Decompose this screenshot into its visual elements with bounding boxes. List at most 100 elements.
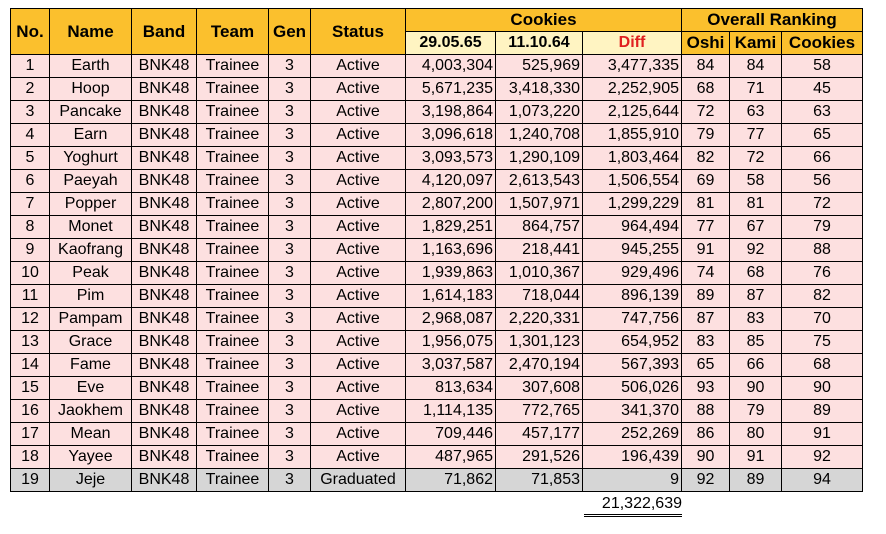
cell-team: Trainee <box>196 54 269 78</box>
cell-gen: 3 <box>268 192 311 216</box>
cell-name: Mean <box>49 422 132 446</box>
table-row: 12 Pampam BNK48 Trainee 3 Active 2,968,087 2,22… <box>10 307 863 331</box>
cell-rank-cookies: 82 <box>781 284 863 308</box>
header-no: No. <box>10 8 50 55</box>
cell-cookies-diff: 896,139 <box>582 284 682 308</box>
cell-cookies-date1: 3,198,864 <box>405 100 496 124</box>
cell-rank-cookies: 56 <box>781 169 863 193</box>
cell-cookies-date1: 813,634 <box>405 376 496 400</box>
cell-rank-oshi: 87 <box>681 307 730 331</box>
cell-cookies-diff: 567,393 <box>582 353 682 377</box>
cell-band: BNK48 <box>131 284 197 308</box>
cell-name: Pim <box>49 284 132 308</box>
cell-name: Monet <box>49 215 132 239</box>
cell-team: Trainee <box>196 468 269 492</box>
cell-status: Graduated <box>310 468 406 492</box>
cell-cookies-date2: 2,220,331 <box>495 307 583 331</box>
cell-team: Trainee <box>196 376 269 400</box>
cell-status: Active <box>310 261 406 285</box>
cell-no: 9 <box>10 238 50 262</box>
cell-rank-kami: 63 <box>729 100 782 124</box>
cell-band: BNK48 <box>131 261 197 285</box>
cell-name: Jaokhem <box>49 399 132 423</box>
cell-status: Active <box>310 376 406 400</box>
cell-cookies-diff: 747,756 <box>582 307 682 331</box>
cell-cookies-date1: 3,093,573 <box>405 146 496 170</box>
cell-gen: 3 <box>268 399 311 423</box>
cell-cookies-date2: 1,010,367 <box>495 261 583 285</box>
cell-rank-kami: 89 <box>729 468 782 492</box>
cell-gen: 3 <box>268 261 311 285</box>
cell-rank-cookies: 75 <box>781 330 863 354</box>
table-row: 8 Monet BNK48 Trainee 3 Active 1,829,251 864,75… <box>10 215 863 239</box>
cell-rank-oshi: 84 <box>681 54 730 78</box>
cell-cookies-diff: 945,255 <box>582 238 682 262</box>
header-date-2: 11.10.64 <box>495 31 583 55</box>
table-row: 10 Peak BNK48 Trainee 3 Active 1,939,863 1,010,… <box>10 261 863 285</box>
cell-rank-kami: 66 <box>729 353 782 377</box>
cell-rank-oshi: 88 <box>681 399 730 423</box>
cell-team: Trainee <box>196 261 269 285</box>
cell-band: BNK48 <box>131 169 197 193</box>
cell-status: Active <box>310 100 406 124</box>
cell-cookies-diff: 1,855,910 <box>582 123 682 147</box>
cell-cookies-date2: 3,418,330 <box>495 77 583 101</box>
cell-cookies-date2: 1,507,971 <box>495 192 583 216</box>
cell-no: 11 <box>10 284 50 308</box>
cell-cookies-date2: 772,765 <box>495 399 583 423</box>
cell-no: 4 <box>10 123 50 147</box>
cell-team: Trainee <box>196 77 269 101</box>
cell-rank-cookies: 88 <box>781 238 863 262</box>
cell-status: Active <box>310 422 406 446</box>
cell-name: Paeyah <box>49 169 132 193</box>
cell-status: Active <box>310 330 406 354</box>
cell-rank-kami: 91 <box>729 445 782 469</box>
cell-name: Yayee <box>49 445 132 469</box>
cell-rank-kami: 83 <box>729 307 782 331</box>
cell-rank-oshi: 79 <box>681 123 730 147</box>
header-cookies-group: Cookies <box>405 8 682 32</box>
header-oshi: Oshi <box>681 31 730 55</box>
cell-no: 14 <box>10 353 50 377</box>
cell-cookies-diff: 1,299,229 <box>582 192 682 216</box>
cell-rank-oshi: 68 <box>681 77 730 101</box>
table-body: 1 Earth BNK48 Trainee 3 Active 4,003,304 525,96… <box>10 54 863 492</box>
cell-band: BNK48 <box>131 146 197 170</box>
cell-cookies-date2: 2,470,194 <box>495 353 583 377</box>
header-status: Status <box>310 8 406 55</box>
cell-cookies-diff: 9 <box>582 468 682 492</box>
cell-team: Trainee <box>196 238 269 262</box>
cell-rank-oshi: 81 <box>681 192 730 216</box>
cell-no: 15 <box>10 376 50 400</box>
table-row: 14 Fame BNK48 Trainee 3 Active 3,037,587 2,470,… <box>10 353 863 377</box>
cell-cookies-diff: 964,494 <box>582 215 682 239</box>
cell-no: 17 <box>10 422 50 446</box>
cell-no: 3 <box>10 100 50 124</box>
table-row: 4 Earn BNK48 Trainee 3 Active 3,096,618 1,240,7… <box>10 123 863 147</box>
cell-status: Active <box>310 169 406 193</box>
cell-name: Fame <box>49 353 132 377</box>
cell-rank-kami: 79 <box>729 399 782 423</box>
table-row: 11 Pim BNK48 Trainee 3 Active 1,614,183 718,044… <box>10 284 863 308</box>
cell-cookies-date1: 709,446 <box>405 422 496 446</box>
cell-rank-cookies: 66 <box>781 146 863 170</box>
cell-cookies-date2: 525,969 <box>495 54 583 78</box>
cell-gen: 3 <box>268 100 311 124</box>
cell-rank-oshi: 72 <box>681 100 730 124</box>
cell-gen: 3 <box>268 215 311 239</box>
cell-rank-cookies: 63 <box>781 100 863 124</box>
cell-rank-oshi: 83 <box>681 330 730 354</box>
cell-team: Trainee <box>196 399 269 423</box>
cell-status: Active <box>310 77 406 101</box>
cell-gen: 3 <box>268 146 311 170</box>
cell-no: 18 <box>10 445 50 469</box>
cell-rank-oshi: 82 <box>681 146 730 170</box>
cell-name: Jeje <box>49 468 132 492</box>
cell-rank-cookies: 89 <box>781 399 863 423</box>
cell-cookies-date2: 1,240,708 <box>495 123 583 147</box>
cell-cookies-date2: 718,044 <box>495 284 583 308</box>
cell-team: Trainee <box>196 422 269 446</box>
cell-rank-cookies: 79 <box>781 215 863 239</box>
cell-status: Active <box>310 284 406 308</box>
cell-cookies-date1: 1,614,183 <box>405 284 496 308</box>
